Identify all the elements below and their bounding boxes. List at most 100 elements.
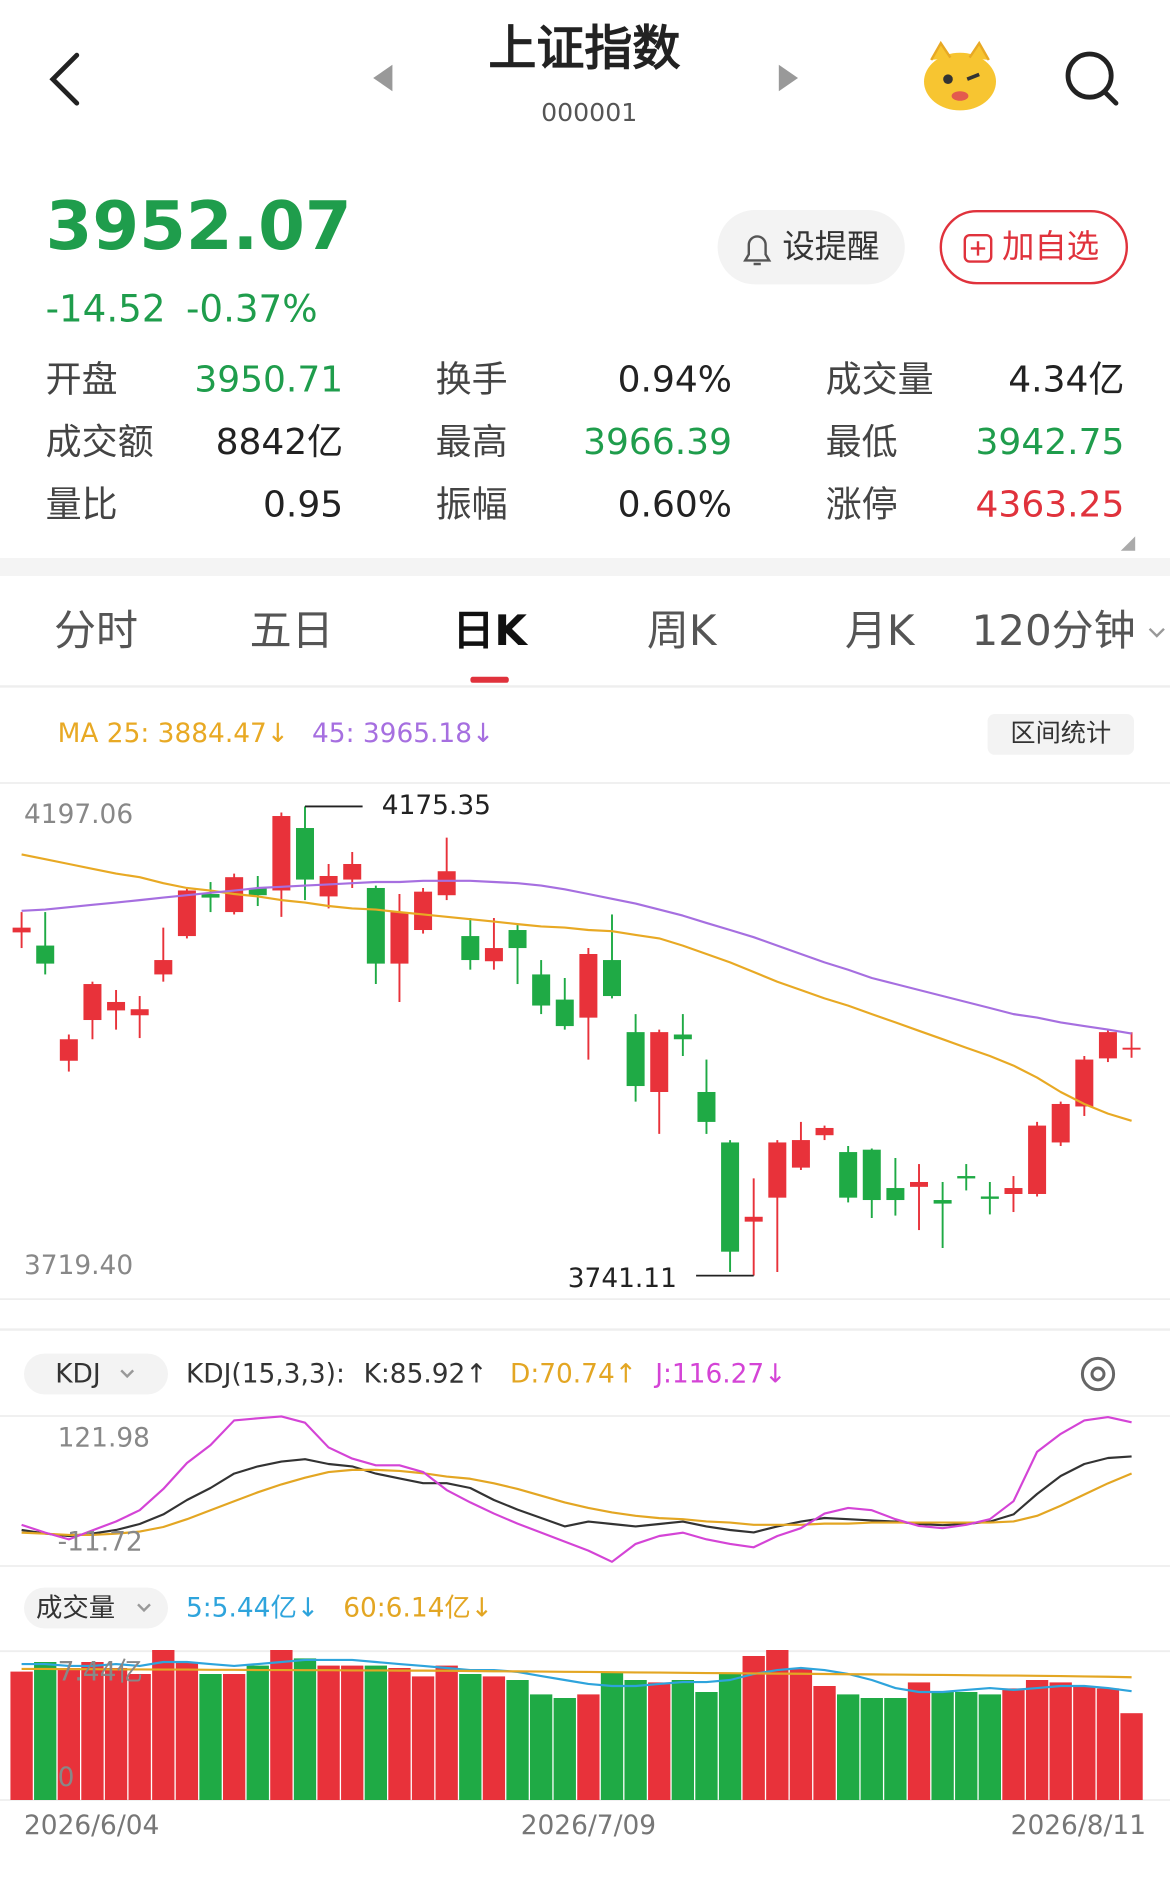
candle-body [555, 999, 574, 1027]
volume-bar [1025, 1680, 1049, 1800]
stat-value: 3966.39 [583, 422, 732, 463]
candle-body [437, 871, 456, 896]
stat-label: 振幅 [436, 484, 508, 525]
volume-bar [1049, 1682, 1072, 1800]
chevron [137, 1603, 151, 1613]
candle-body [910, 1181, 929, 1187]
stat-label: 换手 [436, 360, 508, 401]
candle-body [366, 887, 385, 964]
stat-value: 4.34亿 [1008, 360, 1124, 401]
settings-icon[interactable] [1080, 1356, 1116, 1392]
tab[interactable]: 周K [647, 606, 718, 655]
kdj-selector-label: KDJ [55, 1359, 100, 1390]
volume-bar [317, 1665, 340, 1800]
candle-body [154, 960, 173, 975]
back-button[interactable] [49, 52, 80, 106]
next-arrow[interactable] [778, 64, 798, 92]
candle-body [83, 984, 102, 1021]
volume-bar [482, 1676, 506, 1800]
candle-body [343, 863, 362, 880]
volume-bar [671, 1680, 695, 1800]
tab[interactable]: 分时 [54, 606, 138, 655]
legend-entry: 45: 3965.18↓ [312, 718, 494, 749]
volume-bar [600, 1671, 624, 1800]
candle-body [886, 1188, 905, 1201]
candle-body [201, 894, 220, 898]
indicator-line [21, 853, 1132, 1122]
stat-value: 0.95 [263, 484, 343, 525]
kdj-selector[interactable] [24, 1353, 168, 1395]
y-tick-label: -11.72 [58, 1527, 143, 1558]
volume-bar [175, 1662, 199, 1800]
legend-entry: 60:6.14亿↓ [343, 1593, 493, 1624]
prev-arrow[interactable] [373, 64, 393, 92]
volume-bar [955, 1692, 978, 1800]
volume-bar [199, 1674, 222, 1800]
legend-entry: J:116.27↓ [653, 1359, 786, 1390]
tab[interactable]: 日K [452, 606, 528, 655]
candle-body [839, 1152, 858, 1198]
candle-body [1122, 1047, 1141, 1050]
tab[interactable]: 月K [845, 606, 916, 655]
range-stats-button[interactable] [987, 714, 1134, 755]
tab[interactable]: 五日 [250, 606, 334, 655]
volume-selector[interactable] [24, 1587, 168, 1629]
candle-body [248, 887, 267, 896]
legend-entry: MA 25: 3884.47↓ [58, 718, 289, 749]
tab-more[interactable] [1148, 627, 1165, 638]
volume-bar [789, 1668, 813, 1800]
candle-body [272, 816, 291, 891]
stat-value: 8842亿 [216, 422, 344, 463]
volume-bar [57, 1668, 80, 1800]
plus-icon [963, 233, 993, 263]
change: -14.52 [46, 286, 166, 330]
candle-body [319, 875, 338, 897]
candle-body [390, 912, 409, 964]
change-pct: -0.37% [186, 286, 318, 330]
alert-button[interactable] [717, 210, 905, 285]
candle-body [12, 927, 31, 933]
volume-bar [270, 1650, 293, 1800]
y-tick-label: 4197.06 [24, 799, 133, 830]
watch-button[interactable] [939, 210, 1128, 285]
indicator-line [21, 1455, 1132, 1538]
volume-bar [34, 1662, 57, 1800]
candle-body [414, 891, 433, 931]
volume-bar [837, 1694, 860, 1800]
plus-sign [970, 241, 986, 256]
volume-bar [860, 1698, 883, 1800]
volume-bar [553, 1698, 576, 1800]
indicator-line [21, 879, 1132, 1035]
volume-bar [506, 1680, 529, 1800]
x-tick-label: 2026/8/11 [1011, 1810, 1146, 1841]
candle-body [650, 1032, 669, 1092]
candle-body [697, 1091, 716, 1122]
alert-label: 设提醒 [782, 227, 879, 265]
stat-value: 0.94% [618, 360, 732, 401]
candle-body [295, 828, 314, 880]
tab-indicator [470, 676, 509, 683]
search-icon[interactable] [1065, 51, 1119, 106]
volume-bar [931, 1692, 954, 1800]
stat-value: 4363.25 [976, 484, 1125, 525]
x-tick-label: 2026/7/09 [521, 1810, 656, 1841]
volume-selector-label: 成交量 [36, 1593, 115, 1624]
volume-bar [81, 1662, 104, 1800]
stat-value: 3942.75 [976, 422, 1125, 463]
volume-bar [907, 1682, 931, 1800]
volume-bar [766, 1650, 789, 1800]
candle-body [461, 936, 480, 961]
title: 上证指数 [488, 21, 680, 77]
tab[interactable]: 120分钟 [972, 606, 1136, 655]
volume-bar [341, 1665, 364, 1800]
volume-bar [1002, 1688, 1025, 1800]
expand-icon[interactable] [1120, 536, 1136, 551]
mascot[interactable] [924, 40, 996, 111]
volume-bar [624, 1680, 647, 1800]
indicator-line [21, 1658, 1132, 1694]
stat-label: 涨停 [826, 484, 898, 525]
volume-bar [695, 1692, 718, 1800]
volume-bar [577, 1694, 600, 1800]
stat-value: 3950.71 [194, 360, 343, 401]
